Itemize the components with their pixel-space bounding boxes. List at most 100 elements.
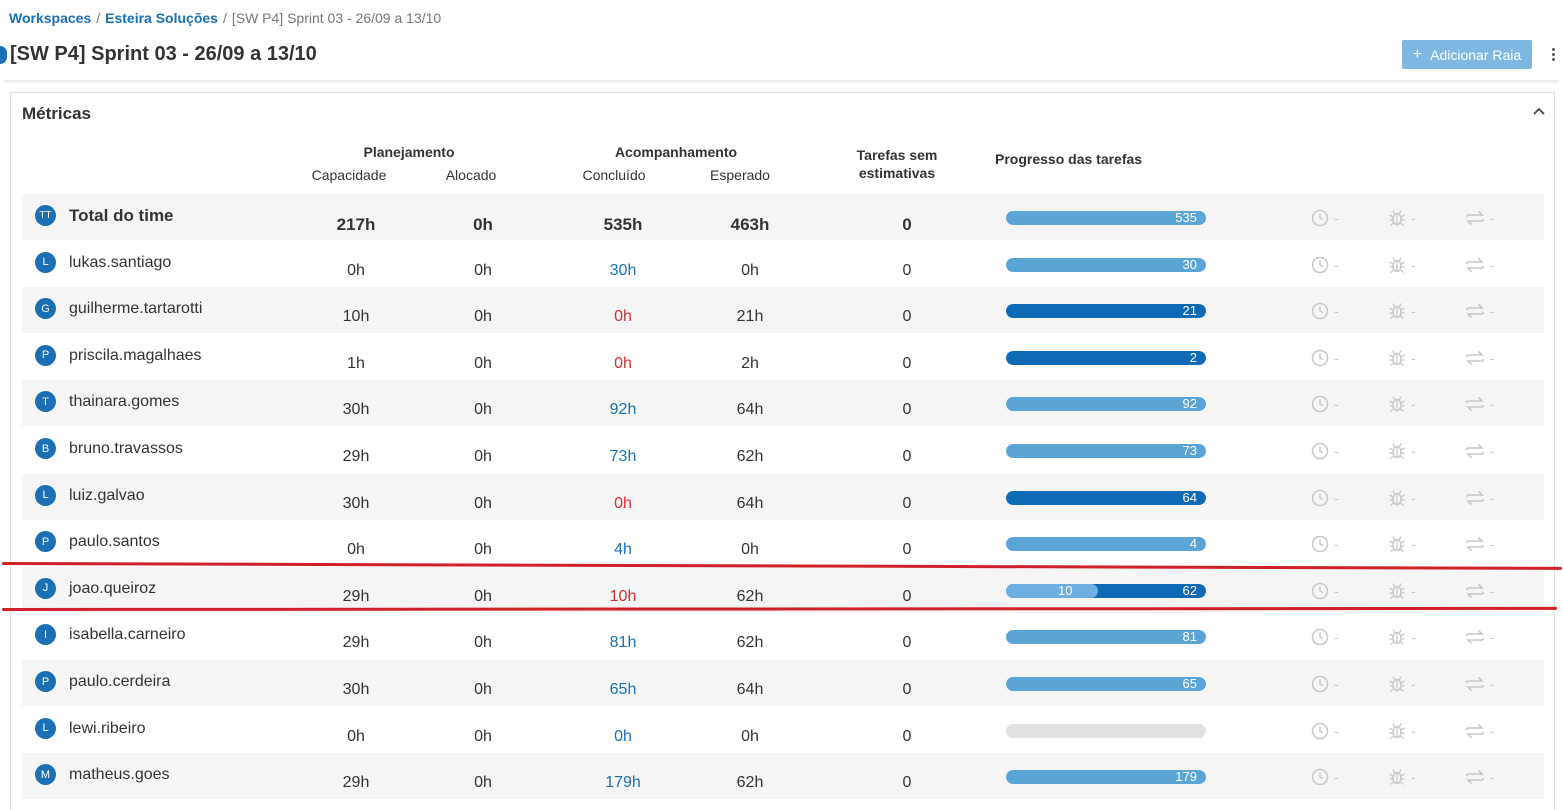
- swap-arrows-status[interactable]: -: [1465, 722, 1495, 740]
- clock-status[interactable]: -: [1311, 535, 1339, 553]
- progress-bar[interactable]: 2: [1006, 350, 1206, 365]
- member-name[interactable]: lukas.santiago: [69, 253, 172, 271]
- progress-bar[interactable]: 64: [1006, 490, 1206, 505]
- clock-status[interactable]: -: [1311, 675, 1339, 693]
- allocated-value: 0h: [474, 308, 492, 326]
- progress-bar[interactable]: 30: [1006, 257, 1206, 272]
- member-name[interactable]: isabella.carneiro: [69, 626, 186, 644]
- progress-bar[interactable]: 65: [1006, 677, 1206, 691]
- member-name[interactable]: lewi.ribeiro: [69, 719, 146, 737]
- progress-bar[interactable]: 81: [1006, 630, 1206, 645]
- swap-arrows-status[interactable]: -: [1465, 675, 1495, 693]
- member-name[interactable]: paulo.santos: [69, 533, 160, 551]
- member-name[interactable]: guilherme.tartarotti: [69, 300, 203, 318]
- progress-bar[interactable]: [1006, 723, 1206, 738]
- bug-status[interactable]: -: [1388, 349, 1416, 367]
- member-name[interactable]: priscila.magalhaes: [69, 346, 202, 364]
- clock-status[interactable]: -: [1311, 349, 1339, 367]
- member-name[interactable]: luiz.galvao: [69, 486, 145, 504]
- clock-status[interactable]: -: [1311, 489, 1339, 507]
- clock-status[interactable]: -: [1311, 628, 1339, 646]
- member-name[interactable]: thainara.gomes: [69, 393, 180, 411]
- header-divider: [4, 80, 1559, 84]
- status-value: -: [1334, 396, 1339, 413]
- swap-arrows-status[interactable]: -: [1465, 209, 1495, 227]
- progress-bar[interactable]: 21: [1006, 304, 1206, 319]
- member-name[interactable]: paulo.cerdeira: [69, 673, 171, 690]
- status-value: -: [1490, 396, 1495, 413]
- swap-arrows-status[interactable]: -: [1465, 489, 1495, 507]
- bug-status[interactable]: -: [1388, 395, 1416, 413]
- clock-status[interactable]: -: [1311, 302, 1339, 320]
- progress-bar[interactable]: 535: [1006, 211, 1206, 225]
- clock-status[interactable]: -: [1311, 768, 1339, 786]
- bug-icon: [1388, 535, 1406, 553]
- bug-status[interactable]: -: [1388, 209, 1416, 227]
- member-name[interactable]: bruno.travassos: [69, 440, 183, 457]
- bug-icon: [1388, 302, 1406, 320]
- done-value: 0h: [614, 308, 632, 326]
- clock-status[interactable]: -: [1311, 722, 1339, 740]
- clock-status[interactable]: -: [1311, 582, 1339, 600]
- bug-status[interactable]: -: [1388, 722, 1416, 740]
- progress-bar[interactable]: 92: [1006, 397, 1206, 412]
- bug-status[interactable]: -: [1388, 628, 1416, 646]
- vertical-dots-icon[interactable]: [1548, 42, 1558, 66]
- clock-status[interactable]: -: [1311, 209, 1339, 227]
- status-value: -: [1334, 722, 1339, 739]
- bug-status[interactable]: -: [1388, 582, 1416, 600]
- member-name[interactable]: joao.queiroz: [69, 579, 157, 597]
- add-lane-button[interactable]: + Adicionar Raia: [1402, 40, 1532, 69]
- swap-arrows-status[interactable]: -: [1465, 349, 1495, 367]
- team-total-row[interactable]: TT Total do time 217h 0h 535h 463h 0 535 - - -: [22, 194, 1544, 240]
- bug-status[interactable]: -: [1388, 768, 1416, 786]
- clock-status[interactable]: -: [1311, 256, 1339, 274]
- chevron-up-icon[interactable]: [1532, 105, 1546, 117]
- swap-arrows-status[interactable]: -: [1465, 768, 1495, 786]
- member-name[interactable]: matheus.goes: [69, 766, 170, 784]
- swap-arrows-status[interactable]: -: [1465, 302, 1495, 320]
- clock-status[interactable]: -: [1311, 442, 1339, 460]
- sidebar-toggle-handle[interactable]: [0, 46, 7, 64]
- progress-bar[interactable]: 10 62: [1006, 583, 1206, 598]
- clock-status[interactable]: -: [1311, 395, 1339, 413]
- member-name[interactable]: Total do time: [69, 206, 174, 225]
- breadcrumb-workspaces[interactable]: Workspaces: [9, 10, 92, 26]
- expected-value: 64h: [736, 681, 764, 698]
- capacity-value: 1h: [347, 354, 365, 372]
- bug-status[interactable]: -: [1388, 675, 1416, 693]
- bug-status[interactable]: -: [1388, 535, 1416, 553]
- bug-status[interactable]: -: [1388, 302, 1416, 320]
- progress-bar[interactable]: 179: [1006, 770, 1206, 785]
- bug-icon: [1388, 628, 1406, 646]
- header-no-estimate-line1: Tarefas sem: [856, 147, 938, 163]
- bug-status[interactable]: -: [1388, 489, 1416, 507]
- bug-status[interactable]: -: [1388, 256, 1416, 274]
- avatar: J: [35, 577, 56, 599]
- swap-arrows-status[interactable]: -: [1465, 535, 1495, 553]
- swap-arrows-icon: [1465, 302, 1485, 320]
- swap-arrows-status[interactable]: -: [1465, 256, 1495, 274]
- swap-arrows-status[interactable]: -: [1465, 628, 1495, 646]
- progress-bar[interactable]: 4: [1006, 537, 1206, 552]
- breadcrumb-workspace[interactable]: Esteira Soluções: [105, 10, 218, 26]
- progress-bar[interactable]: 73: [1006, 444, 1206, 458]
- swap-arrows-status[interactable]: -: [1465, 582, 1495, 600]
- swap-arrows-status[interactable]: -: [1465, 442, 1495, 460]
- status-value: -: [1334, 676, 1339, 692]
- clock-icon: [1311, 722, 1329, 740]
- swap-arrows-status[interactable]: -: [1465, 395, 1495, 413]
- bug-status[interactable]: -: [1388, 442, 1416, 460]
